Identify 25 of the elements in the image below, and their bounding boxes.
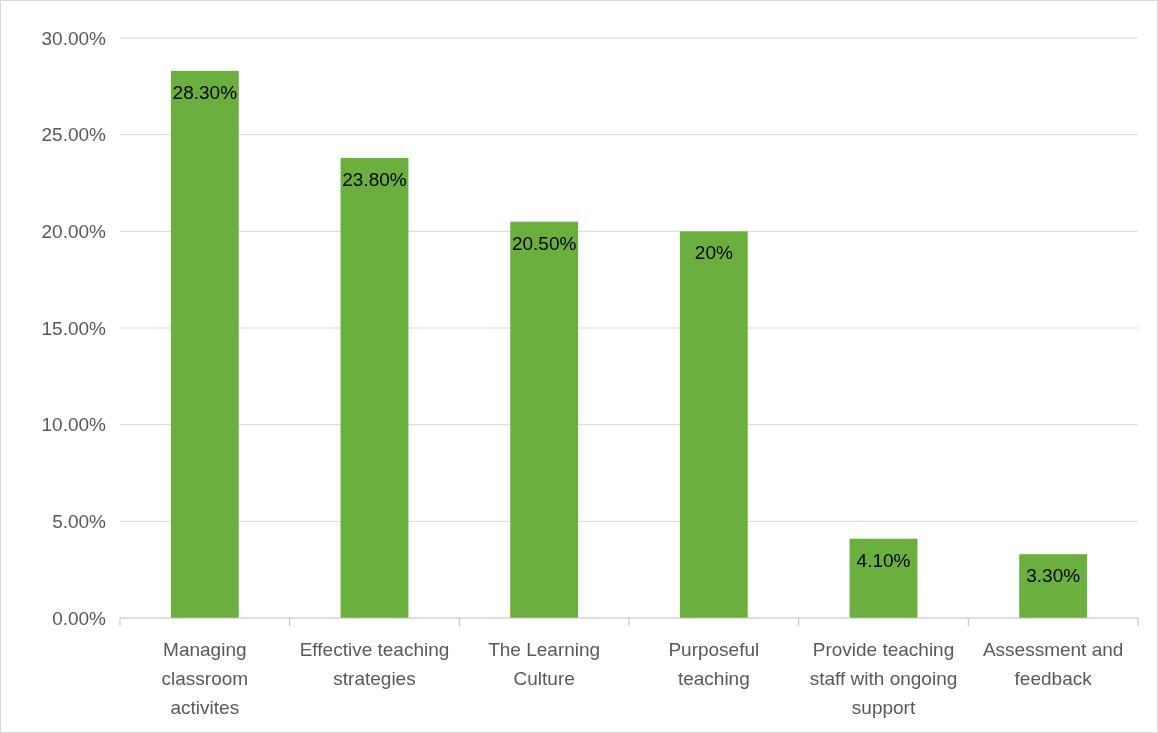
bar bbox=[1019, 554, 1088, 618]
data-label: 23.80% bbox=[342, 168, 407, 190]
x-tick-label: Purposeful teaching bbox=[668, 639, 760, 689]
y-tick-label: 5.00% bbox=[52, 510, 107, 532]
bar bbox=[340, 157, 409, 618]
data-label: 4.10% bbox=[856, 549, 911, 571]
data-label: 28.30% bbox=[172, 81, 238, 103]
bar bbox=[679, 231, 748, 618]
data-label: 20.50% bbox=[511, 232, 577, 254]
x-tick-label: Provide teaching staff with ongoing support bbox=[809, 639, 958, 718]
bar bbox=[510, 221, 579, 618]
y-tick-label: 15.00% bbox=[41, 317, 107, 339]
y-tick-label: 0.00% bbox=[52, 607, 107, 629]
y-tick-label: 25.00% bbox=[41, 124, 107, 146]
bar bbox=[170, 70, 239, 618]
bar bbox=[849, 538, 918, 618]
x-tick-label: Assessment and feedback bbox=[982, 639, 1124, 689]
data-label: 20% bbox=[694, 242, 733, 264]
x-tick-label: Effective teaching strategies bbox=[299, 639, 450, 689]
y-tick-label: 10.00% bbox=[41, 414, 107, 436]
x-tick-label: The Learning Culture bbox=[488, 639, 601, 689]
y-tick-label: 30.00% bbox=[41, 27, 107, 49]
data-label: 3.30% bbox=[1026, 565, 1081, 587]
y-tick-label: 20.00% bbox=[41, 220, 107, 242]
x-tick-label: Managing classroom activites bbox=[161, 639, 249, 718]
